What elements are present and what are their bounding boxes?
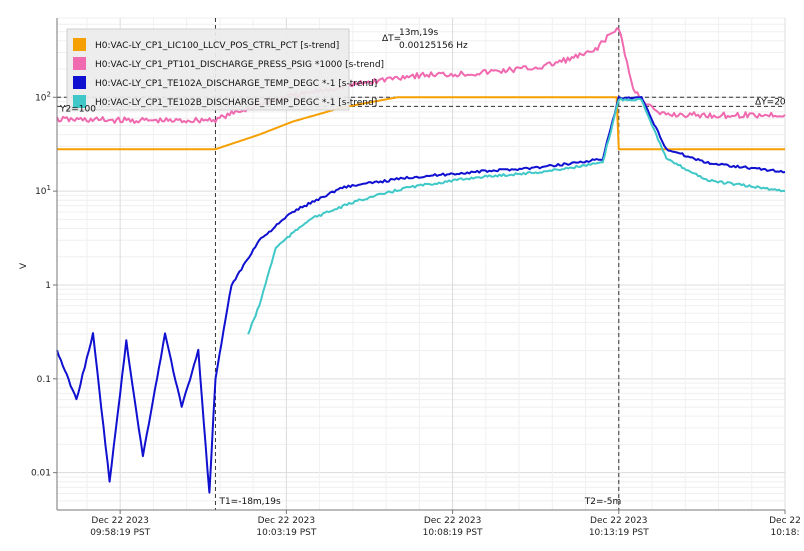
axes: 0.01 0.1 1 101 102 Dec 22 2023 09:58:19 PST Dec… bbox=[31, 18, 801, 538]
x-tick-label-date: Dec 22 2023 bbox=[590, 516, 648, 526]
delta-t-frequency: 0.00125156 Hz bbox=[399, 41, 468, 51]
legend-entry: H0:VAC-LY_CP1_PT101_DISCHARGE_PRESS_PSIG… bbox=[95, 60, 384, 70]
legend: H0:VAC-LY_CP1_LIC100_LLCV_POS_CTRL_PCT [… bbox=[66, 28, 384, 111]
cursor-t1-label: T1=-18m,19s bbox=[218, 497, 281, 507]
x-tick-label-time: 10:03:19 PST bbox=[256, 528, 316, 538]
delta-y-label: ΔY=20 bbox=[755, 97, 786, 107]
series-line-2 bbox=[56, 27, 786, 124]
y-tick-label: 101 bbox=[35, 184, 51, 197]
x-tick-label-date: Dec 22 2023 bbox=[91, 516, 149, 526]
series-line-4 bbox=[247, 97, 786, 335]
legend-swatch bbox=[73, 38, 86, 51]
y-axis-label: V bbox=[19, 262, 29, 269]
cursor-y2-label: Y2=100 bbox=[59, 104, 96, 114]
delta-t-prefix: ΔT= bbox=[382, 34, 401, 44]
y-tick-label: 0.1 bbox=[37, 375, 51, 385]
cursor-t2-label: T2=-5m bbox=[584, 497, 622, 507]
y-tick-label: 0.01 bbox=[31, 469, 51, 479]
x-tick-label-time: 09:58:19 PST bbox=[90, 528, 150, 538]
legend-swatch bbox=[73, 76, 86, 89]
x-tick-label-date: Dec 22 bbox=[769, 516, 801, 526]
legend-entry: H0:VAC-LY_CP1_LIC100_LLCV_POS_CTRL_PCT [… bbox=[95, 41, 339, 51]
y-tick-label: 102 bbox=[35, 90, 51, 103]
series-line-1 bbox=[57, 96, 785, 151]
legend-swatch bbox=[73, 57, 86, 70]
x-tick-label-date: Dec 22 2023 bbox=[424, 516, 482, 526]
annotations: T1=-18m,19s T2=-5m Y2=100 ΔY=20 ΔT=13m,19s 0.… bbox=[59, 28, 786, 507]
y-tick-label: 1 bbox=[45, 281, 51, 291]
legend-box bbox=[66, 28, 350, 111]
legend-entry: H0:VAC-LY_CP1_TE102B_DISCHARGE_TEMP_DEGC… bbox=[95, 98, 377, 108]
series-lines bbox=[56, 27, 786, 494]
legend-entry: H0:VAC-LY_CP1_TE102A_DISCHARGE_TEMP_DEGC… bbox=[95, 79, 377, 89]
x-tick-label-date: Dec 22 2023 bbox=[258, 516, 316, 526]
series-line-3 bbox=[56, 96, 786, 494]
x-tick-label-time: 10:13:19 PST bbox=[589, 528, 649, 538]
x-tick-label-time: 10:18: bbox=[771, 528, 800, 538]
delta-t-value: 13m,19s bbox=[399, 28, 439, 38]
legend-swatch bbox=[73, 95, 86, 108]
x-tick-label-time: 10:08:19 PST bbox=[423, 528, 483, 538]
